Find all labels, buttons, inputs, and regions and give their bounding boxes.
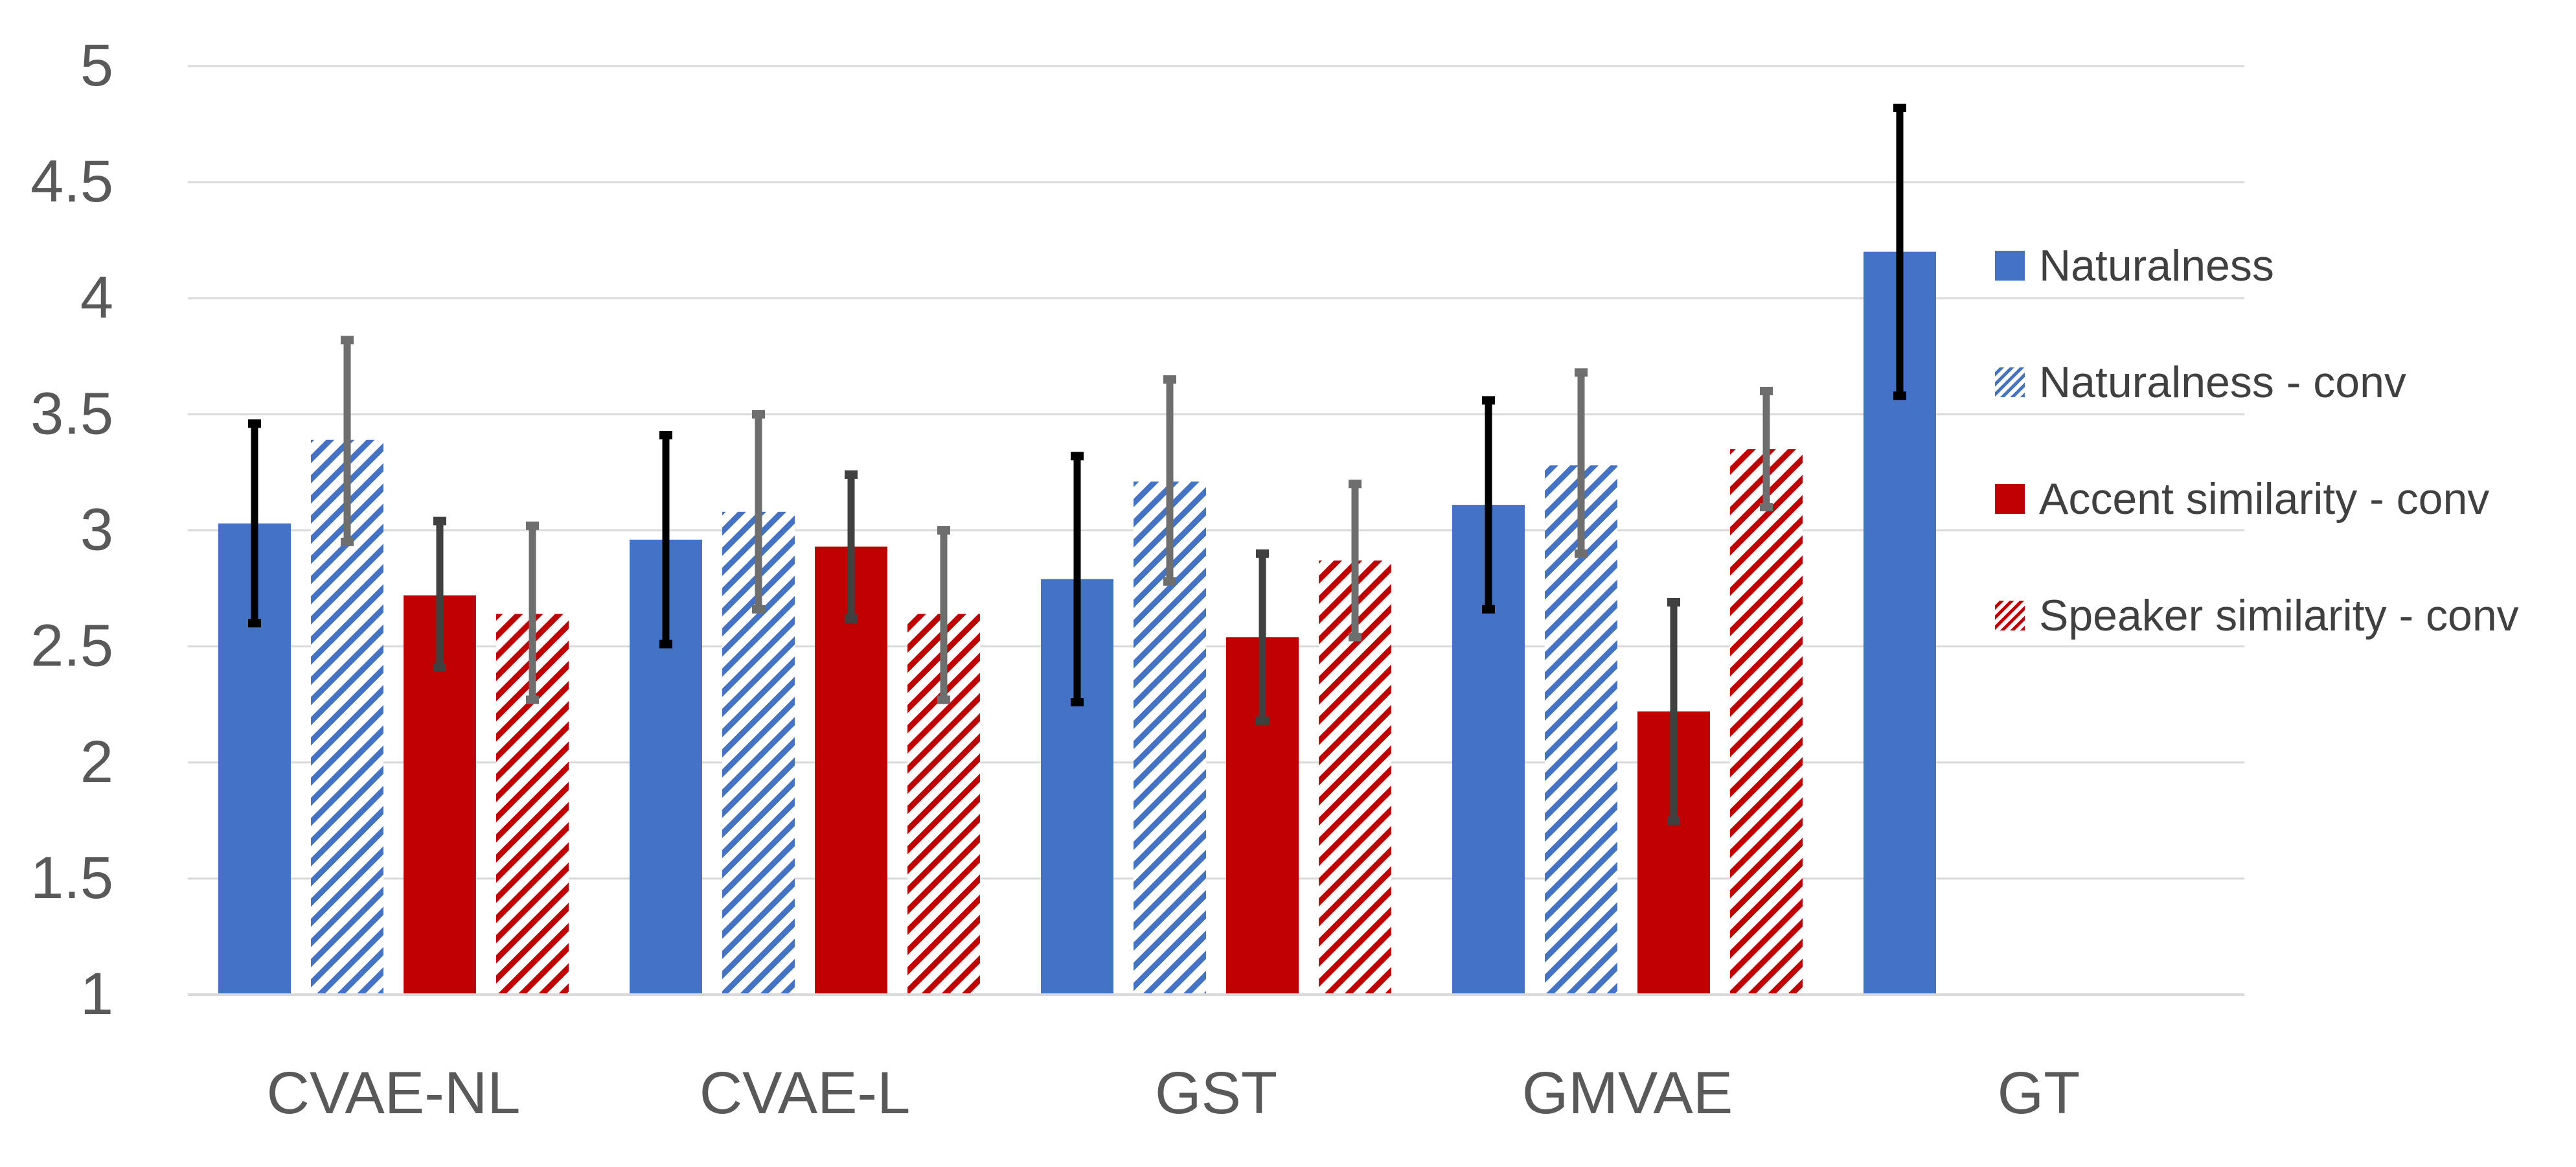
legend-item-naturalness-conv: Naturalness - conv [1995,324,2519,441]
y-tick-label: 1 [80,961,113,1027]
legend: Naturalness Naturalness - conv Accent si… [1995,207,2519,674]
x-tick-label: CVAE-L [700,1060,911,1126]
y-tick-label: 4 [80,264,113,330]
error-bar [1349,480,1362,641]
error-bar [1667,598,1680,825]
x-tick-label: GMVAE [1522,1060,1733,1126]
x-tick-label: GST [1155,1060,1277,1126]
error-bar [1163,375,1176,586]
y-tick-label: 2.5 [30,613,113,679]
x-tick-label: GT [1998,1060,2080,1126]
error-bar [341,336,354,546]
error-bar [845,470,858,623]
error-bar [1071,452,1084,707]
legend-swatch [1995,367,2025,397]
error-bar [526,521,539,704]
error-bars [248,103,1906,825]
legend-swatch [1995,251,2025,281]
error-bar [1256,549,1269,725]
legend-label: Naturalness - conv [2039,358,2406,407]
error-bar [1893,103,1906,400]
error-bar [433,516,446,672]
legend-label: Speaker similarity - conv [2039,591,2519,640]
y-axis-ticks: 1 1.5 2 2.5 3 3.5 4 4.5 5 [30,32,113,1027]
legend-label: Accent similarity - conv [2039,474,2490,524]
error-bar [1482,396,1495,614]
legend-label: Naturalness [2039,241,2274,290]
y-tick-label: 2 [80,729,113,795]
bar [1730,449,1803,995]
y-tick-label: 1.5 [30,845,113,911]
legend-item-speaker-similarity-conv: Speaker similarity - conv [1995,557,2519,674]
error-bar [1760,387,1773,512]
y-tick-label: 3 [80,497,113,563]
y-tick-label: 3.5 [30,380,113,446]
error-bar [1575,368,1588,558]
legend-item-accent-similarity-conv: Accent similarity - conv [1995,441,2519,557]
y-tick-label: 4.5 [30,148,113,214]
legend-swatch [1995,601,2025,630]
error-bar [248,419,261,628]
error-bar [752,410,765,614]
error-bar [659,431,672,649]
x-axis-ticks: CVAE-NL CVAE-L GST GMVAE GT [188,993,2244,1126]
legend-item-naturalness: Naturalness [1995,207,2519,324]
x-tick-label: CVAE-NL [267,1060,521,1126]
error-bar [937,526,950,704]
y-tick-label: 5 [80,32,113,98]
legend-swatch [1995,484,2025,514]
